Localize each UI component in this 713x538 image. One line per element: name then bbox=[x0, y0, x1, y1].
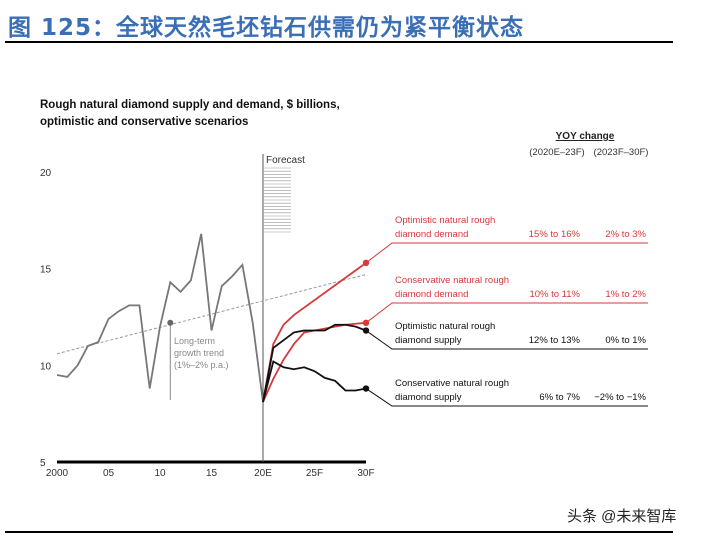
series-label: Conservative natural rough bbox=[395, 275, 509, 286]
x-tick-label: 15 bbox=[206, 468, 218, 479]
series-label: diamond supply bbox=[395, 335, 462, 346]
series-line bbox=[262, 360, 367, 403]
series-label: diamond demand bbox=[395, 229, 468, 240]
series-label: Optimistic natural rough bbox=[395, 321, 495, 332]
yoy-header: YOY change bbox=[556, 131, 615, 142]
chart-title: Rough natural diamond supply and demand,… bbox=[40, 99, 340, 128]
y-tick-label: 5 bbox=[40, 458, 46, 469]
series-line bbox=[262, 262, 367, 403]
yoy-value: 6% to 7% bbox=[539, 392, 580, 403]
x-tick-label: 10 bbox=[154, 468, 166, 479]
series-label: diamond demand bbox=[395, 289, 468, 300]
forecast-label: Forecast bbox=[266, 155, 305, 166]
series-label: Optimistic natural rough bbox=[395, 215, 495, 226]
trend-label: Long-term bbox=[174, 336, 215, 346]
history-line bbox=[56, 233, 264, 403]
yoy-period: (2023F–30F) bbox=[594, 147, 649, 158]
figure-title: 图 125：全球天然毛坯钻石供需仍为紧平衡状态 bbox=[8, 15, 525, 41]
series-label: diamond supply bbox=[395, 392, 462, 403]
series-line bbox=[262, 323, 367, 403]
series-leader-line bbox=[365, 388, 648, 407]
x-tick-label: 20E bbox=[254, 468, 272, 479]
y-tick-label: 20 bbox=[40, 168, 52, 179]
y-tick-label: 15 bbox=[40, 265, 52, 276]
yoy-value: 2% to 3% bbox=[605, 229, 646, 240]
y-tick-label: 10 bbox=[40, 361, 52, 372]
series-leader-line bbox=[365, 302, 648, 324]
trend-label: (1%–2% p.a.) bbox=[174, 360, 229, 370]
yoy-period: (2020E–23F) bbox=[529, 147, 584, 158]
yoy-value: 12% to 13% bbox=[529, 335, 581, 346]
watermark: 头条 @未来智库 bbox=[567, 508, 677, 525]
yoy-value: 15% to 16% bbox=[529, 229, 581, 240]
trend-marker bbox=[167, 319, 174, 326]
trend-line bbox=[56, 273, 367, 355]
yoy-value: 0% to 1% bbox=[605, 335, 646, 346]
x-tick-label: 30F bbox=[357, 468, 374, 479]
bottom-divider bbox=[5, 531, 673, 533]
yoy-value: 10% to 11% bbox=[529, 289, 580, 300]
yoy-value: −2% to −1% bbox=[594, 392, 646, 403]
x-tick-label: 05 bbox=[103, 468, 115, 479]
title-divider bbox=[5, 41, 673, 43]
series-leader-line bbox=[365, 242, 648, 264]
series-label: Conservative natural rough bbox=[395, 378, 509, 389]
x-tick-label: 25F bbox=[306, 468, 323, 479]
x-tick-label: 2000 bbox=[46, 468, 69, 479]
series-leader-line bbox=[365, 330, 648, 350]
trend-label: growth trend bbox=[174, 348, 224, 358]
yoy-value: 1% to 2% bbox=[605, 289, 646, 300]
